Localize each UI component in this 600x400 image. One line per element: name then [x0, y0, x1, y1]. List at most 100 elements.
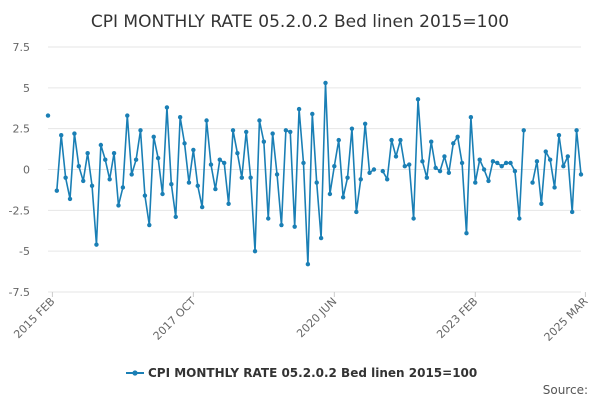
data-point[interactable]	[569, 209, 575, 215]
data-point[interactable]	[481, 167, 487, 172]
data-point[interactable]	[552, 185, 557, 190]
data-point[interactable]	[208, 162, 214, 167]
legend[interactable]: CPI MONTHLY RATE 05.2.0.2 Bed linen 2015…	[126, 366, 477, 380]
data-point[interactable]	[274, 172, 280, 177]
data-point[interactable]	[367, 170, 372, 175]
data-point[interactable]	[389, 137, 394, 143]
data-point[interactable]	[310, 111, 315, 117]
data-point[interactable]	[261, 139, 267, 144]
data-point[interactable]	[323, 80, 328, 86]
data-point[interactable]	[473, 180, 478, 185]
data-point[interactable]	[107, 177, 112, 182]
data-point[interactable]	[59, 133, 64, 138]
data-point[interactable]	[222, 160, 227, 166]
data-point[interactable]	[327, 191, 333, 197]
data-point[interactable]	[133, 157, 139, 162]
data-point[interactable]	[301, 160, 306, 166]
data-point[interactable]	[177, 115, 183, 120]
data-point[interactable]	[380, 168, 385, 174]
data-point[interactable]	[521, 128, 526, 133]
data-point[interactable]	[424, 175, 430, 180]
data-point[interactable]	[446, 170, 452, 175]
data-point[interactable]	[539, 201, 544, 206]
data-point[interactable]	[442, 154, 447, 159]
data-point[interactable]	[354, 209, 359, 215]
data-point[interactable]	[54, 188, 60, 193]
data-point[interactable]	[407, 162, 412, 167]
data-point[interactable]	[477, 157, 482, 162]
data-point[interactable]	[182, 141, 187, 146]
data-point[interactable]	[164, 105, 170, 110]
data-point[interactable]	[455, 134, 460, 140]
data-point[interactable]	[437, 168, 443, 174]
data-point[interactable]	[85, 150, 90, 156]
data-point[interactable]	[191, 147, 196, 153]
data-point[interactable]	[248, 175, 253, 180]
data-point[interactable]	[81, 178, 86, 184]
data-point[interactable]	[332, 164, 337, 169]
data-point[interactable]	[371, 167, 377, 172]
data-point[interactable]	[151, 134, 156, 140]
data-point[interactable]	[142, 193, 148, 198]
data-point[interactable]	[279, 222, 284, 228]
data-point[interactable]	[534, 159, 540, 164]
data-point[interactable]	[336, 137, 341, 143]
data-point[interactable]	[314, 180, 319, 185]
data-point[interactable]	[547, 157, 553, 162]
data-point[interactable]	[543, 149, 548, 154]
data-point[interactable]	[464, 231, 469, 236]
data-point[interactable]	[358, 177, 363, 182]
data-point[interactable]	[561, 164, 566, 169]
data-point[interactable]	[349, 126, 355, 131]
data-point[interactable]	[517, 216, 522, 221]
data-point[interactable]	[362, 121, 368, 126]
data-point[interactable]	[239, 175, 245, 180]
data-point[interactable]	[230, 128, 236, 133]
data-point[interactable]	[296, 106, 302, 112]
data-point[interactable]	[318, 235, 324, 241]
data-point[interactable]	[116, 203, 121, 208]
data-point[interactable]	[503, 160, 509, 166]
data-point[interactable]	[384, 177, 390, 182]
data-point[interactable]	[89, 183, 95, 189]
data-point[interactable]	[270, 131, 275, 136]
data-point[interactable]	[45, 113, 51, 118]
data-point[interactable]	[433, 165, 438, 171]
data-point[interactable]	[565, 154, 570, 159]
data-point[interactable]	[292, 224, 297, 229]
data-point[interactable]	[125, 113, 130, 118]
data-point[interactable]	[173, 214, 178, 220]
data-point[interactable]	[305, 262, 311, 267]
data-point[interactable]	[195, 183, 200, 189]
data-point[interactable]	[103, 157, 108, 162]
data-point[interactable]	[155, 155, 161, 161]
data-point[interactable]	[495, 160, 500, 166]
data-point[interactable]	[98, 142, 104, 148]
data-point[interactable]	[398, 137, 403, 143]
data-point[interactable]	[67, 196, 73, 202]
data-point[interactable]	[266, 216, 271, 221]
data-point[interactable]	[345, 175, 350, 180]
data-point[interactable]	[556, 133, 562, 138]
data-point[interactable]	[415, 97, 421, 102]
data-point[interactable]	[111, 150, 117, 156]
data-point[interactable]	[257, 118, 262, 123]
data-point[interactable]	[186, 180, 192, 185]
data-point[interactable]	[120, 185, 126, 190]
data-point[interactable]	[486, 178, 491, 184]
data-point[interactable]	[512, 168, 518, 174]
data-point[interactable]	[411, 216, 416, 221]
data-point[interactable]	[490, 159, 496, 164]
data-point[interactable]	[451, 141, 456, 146]
data-point[interactable]	[199, 204, 205, 210]
data-point[interactable]	[63, 175, 68, 180]
data-point[interactable]	[72, 131, 77, 136]
data-point[interactable]	[244, 129, 249, 135]
data-point[interactable]	[574, 128, 579, 133]
data-point[interactable]	[283, 128, 289, 133]
data-point[interactable]	[468, 115, 474, 120]
data-point[interactable]	[508, 160, 513, 166]
data-point[interactable]	[94, 242, 99, 247]
data-point[interactable]	[288, 129, 293, 135]
data-point[interactable]	[138, 128, 143, 133]
